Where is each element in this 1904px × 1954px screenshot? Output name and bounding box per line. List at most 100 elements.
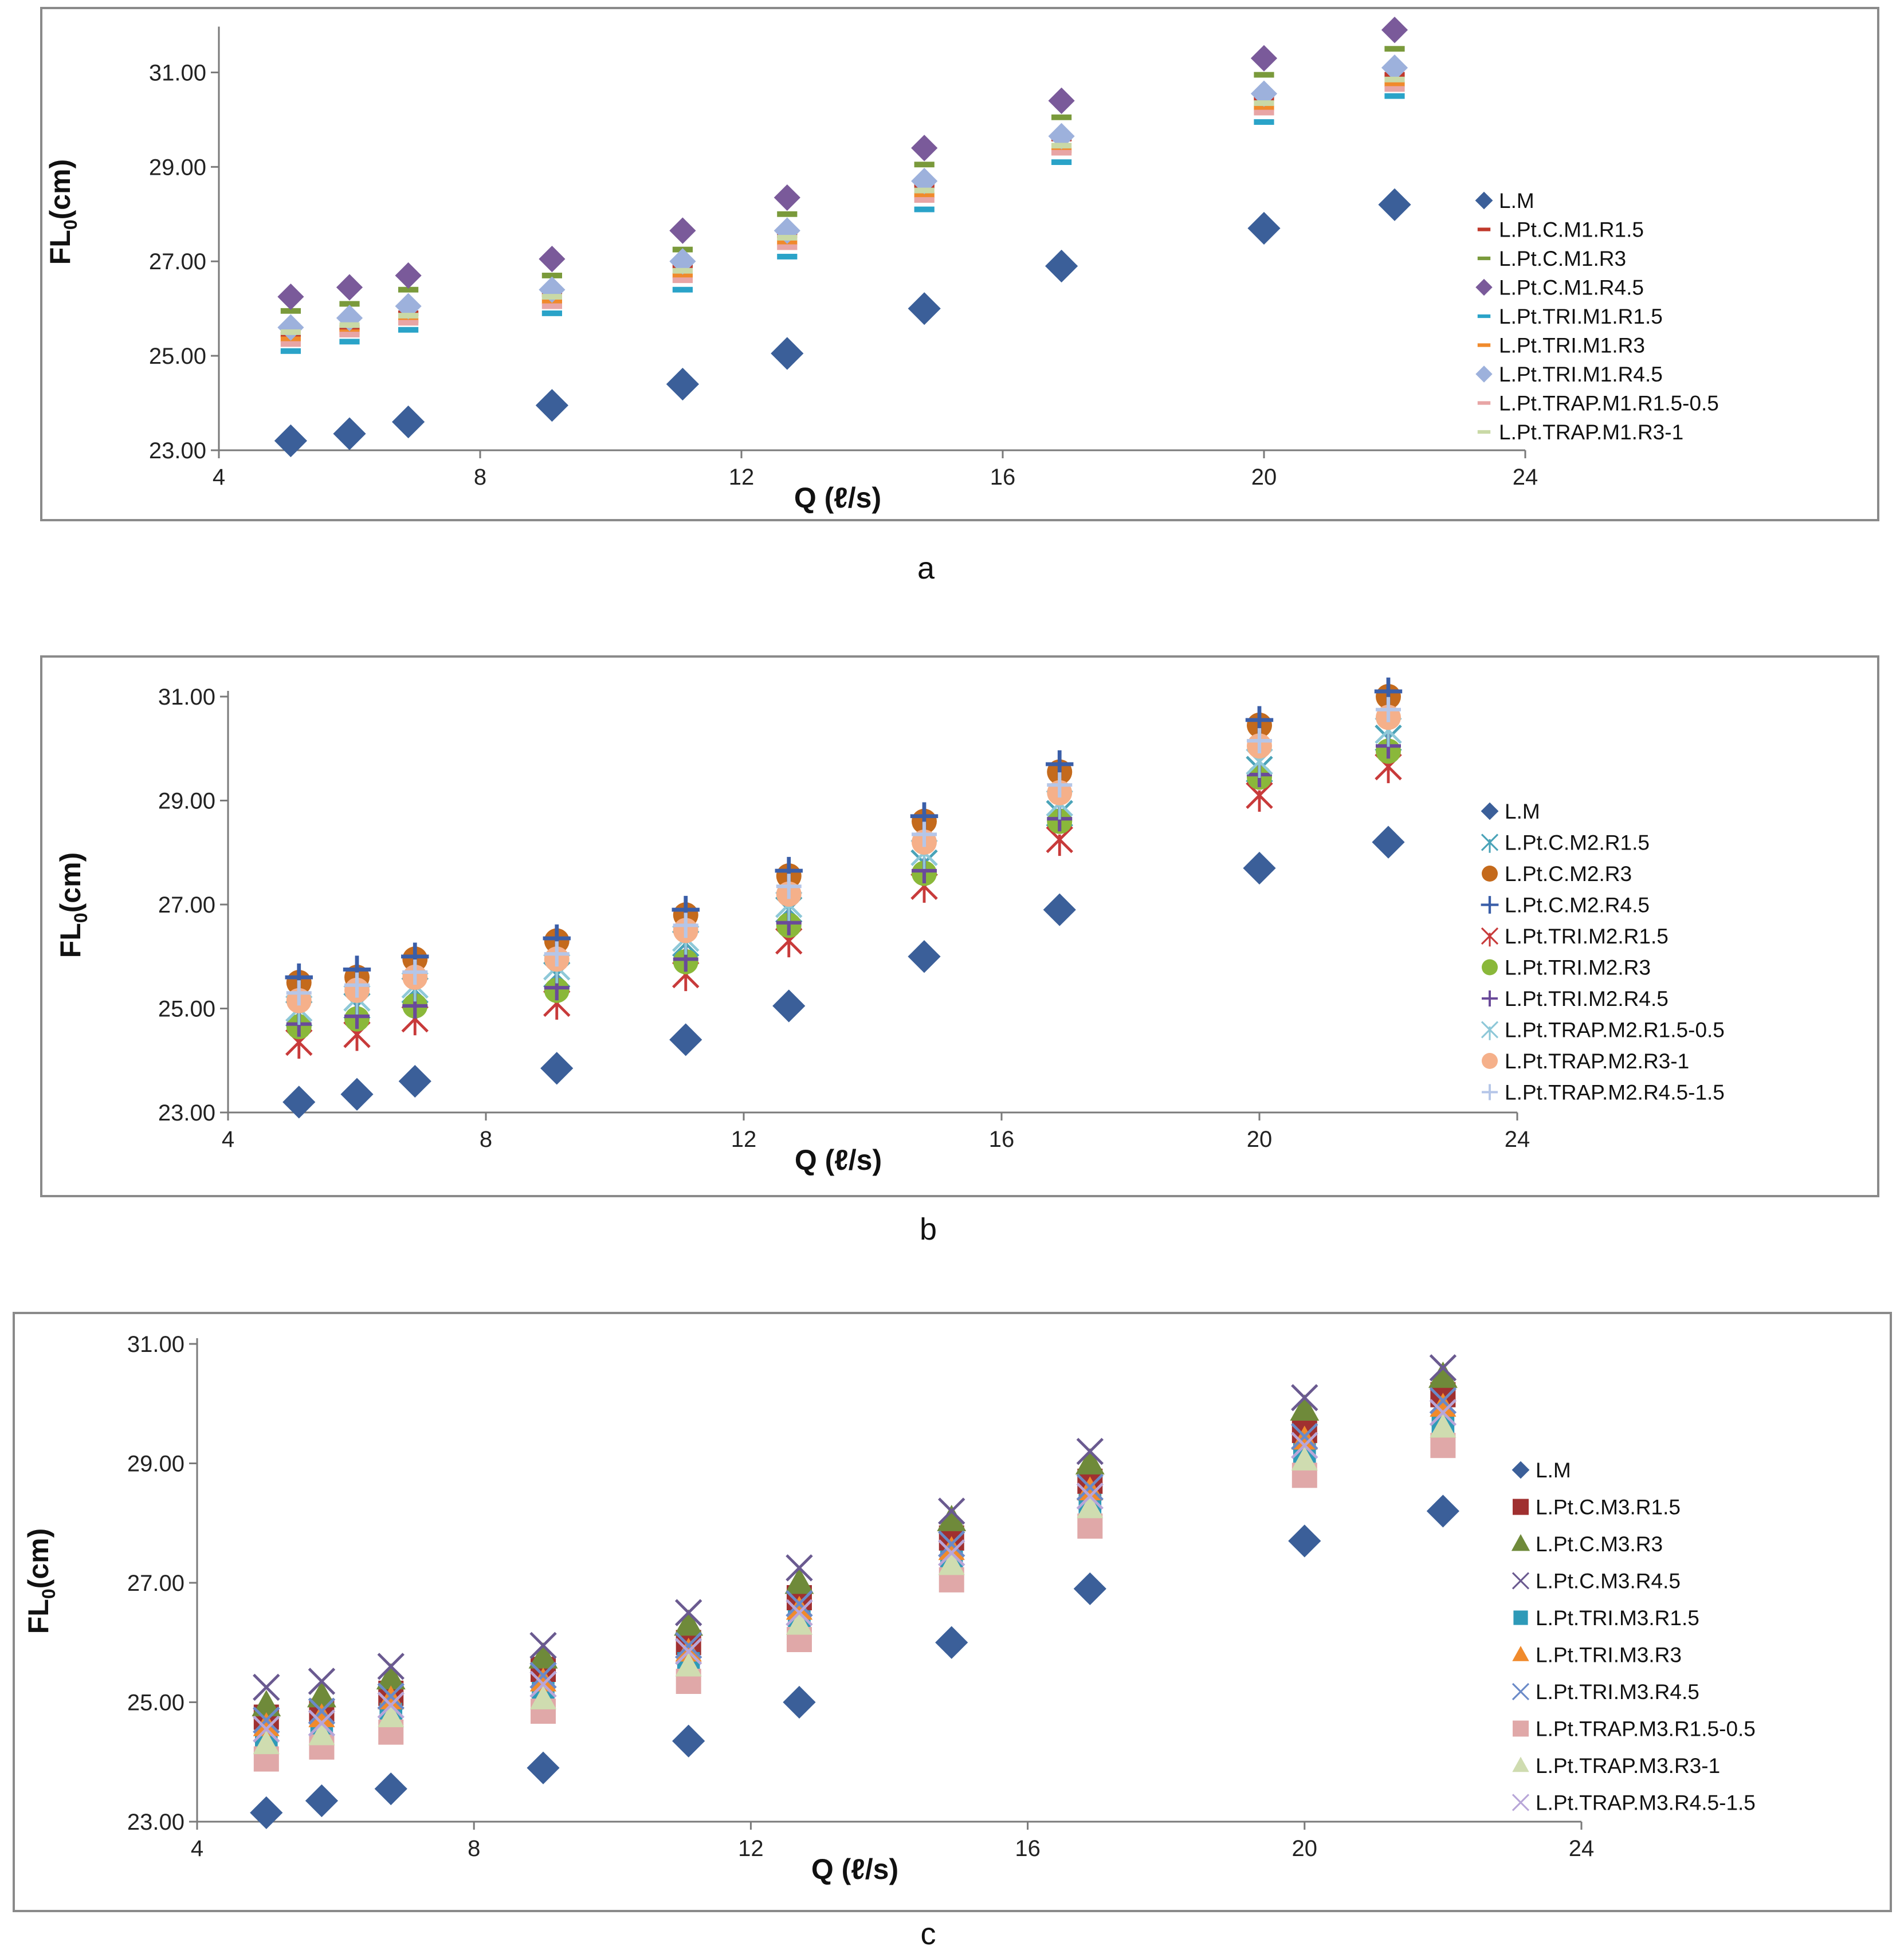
data-point <box>528 1642 558 1669</box>
x-tick-label: 4 <box>213 465 225 490</box>
x-tick-label: 20 <box>1247 1127 1273 1152</box>
data-point <box>1076 1483 1104 1510</box>
data-point <box>398 313 419 319</box>
x-tick-label: 8 <box>480 1127 492 1152</box>
data-point <box>1246 781 1273 812</box>
y-tick-label: 31.00 <box>149 60 206 85</box>
data-point <box>672 273 693 278</box>
data-point <box>1073 1572 1106 1606</box>
legend-marker <box>1512 1461 1530 1479</box>
data-point <box>672 286 693 293</box>
legend-label: L.Pt.TRAP.M3.R1.5-0.5 <box>1536 1717 1756 1741</box>
data-point <box>340 1078 374 1111</box>
data-point <box>395 262 422 289</box>
data-point <box>1384 81 1405 87</box>
data-point <box>1381 17 1408 44</box>
x-tick-label: 12 <box>729 465 755 490</box>
data-point <box>392 405 425 439</box>
legend-marker <box>1482 959 1498 976</box>
data-point <box>1051 150 1072 156</box>
data-point <box>1250 80 1278 107</box>
data-point <box>280 329 301 335</box>
data-point <box>377 1691 405 1719</box>
x-tick-label: 16 <box>1015 1836 1041 1861</box>
data-point <box>938 1551 965 1575</box>
data-point <box>1247 211 1281 245</box>
data-point <box>786 1590 813 1618</box>
data-point <box>777 254 798 260</box>
data-point <box>277 314 304 341</box>
data-point <box>1378 188 1411 221</box>
data-point <box>1046 825 1073 856</box>
data-point <box>1384 76 1405 82</box>
legend-marker <box>1482 990 1498 1007</box>
data-point <box>912 821 937 847</box>
data-point <box>250 1796 283 1829</box>
data-point <box>398 1064 431 1098</box>
data-point <box>914 197 935 203</box>
data-point <box>908 292 941 325</box>
data-point <box>402 959 428 985</box>
data-point <box>1291 1432 1318 1459</box>
legend-marker <box>1477 314 1491 319</box>
data-point <box>786 1610 813 1635</box>
data-point <box>777 211 798 217</box>
legend-label: L.Pt.C.M2.R1.5 <box>1505 831 1650 855</box>
chart-panel-c: 23.00 25.00 27.00 29.00 31.00 4 8 12 16 20 24 Q (ℓ/… <box>13 1312 1892 1951</box>
y-tick-label: 31.00 <box>127 1332 184 1357</box>
legend-marker <box>1513 1720 1529 1737</box>
legend-marker <box>1512 1794 1530 1811</box>
data-point <box>772 989 806 1023</box>
data-point <box>1429 1387 1457 1414</box>
data-point <box>544 941 570 967</box>
legend-label: L.Pt.TRAP.M1.R1.5-0.5 <box>1499 392 1719 415</box>
y-tick-label: 25.00 <box>158 997 215 1022</box>
legend-marker <box>1512 1682 1530 1701</box>
x-axis-label: Q (ℓ/s) <box>811 1853 898 1885</box>
legend-label: L.M <box>1499 189 1534 213</box>
data-point <box>308 1721 335 1745</box>
data-point <box>777 244 798 250</box>
data-point <box>308 1697 336 1725</box>
data-point <box>674 1631 702 1660</box>
data-point <box>1075 1448 1105 1475</box>
legend-label: L.Pt.TRAP.M2.R1.5-0.5 <box>1505 1019 1725 1042</box>
y-axis-label: FL0(cm) <box>54 852 91 958</box>
data-point <box>253 1730 280 1755</box>
data-point <box>336 274 363 301</box>
chart-panel-a: 23.00 25.00 27.00 29.00 31.00 4 8 12 16 20 24 Q (ℓ/… <box>40 7 1879 585</box>
data-point <box>666 367 699 401</box>
legend-label: L.Pt.TRAP.M1.R3-1 <box>1499 420 1683 444</box>
data-point <box>777 235 798 241</box>
legend-marker <box>1481 896 1499 914</box>
x-tick-label: 20 <box>1251 465 1277 490</box>
y-tick-label: 27.00 <box>158 893 215 918</box>
data-point <box>274 424 307 458</box>
data-point <box>1291 1384 1318 1412</box>
legend-label: L.Pt.TRI.M3.R4.5 <box>1536 1680 1699 1704</box>
data-points <box>274 17 1411 458</box>
data-point <box>308 1703 335 1728</box>
chart-caption: a <box>917 551 935 585</box>
data-point <box>339 332 360 337</box>
legend-label: L.Pt.C.M2.R3 <box>1505 862 1632 886</box>
data-point <box>1254 109 1274 116</box>
x-tick-label: 8 <box>468 1836 480 1861</box>
data-point <box>398 320 419 326</box>
data-point <box>540 1052 574 1085</box>
data-point <box>672 1724 705 1758</box>
data-points <box>282 677 1405 1119</box>
y-axis-label: FL0(cm) <box>22 1528 59 1634</box>
data-point <box>938 1536 965 1560</box>
data-point <box>339 322 360 328</box>
data-point <box>784 1567 814 1594</box>
data-point <box>938 1497 965 1525</box>
data-point <box>675 1652 702 1677</box>
legend-marker <box>1512 1572 1530 1590</box>
data-point <box>669 217 696 244</box>
data-point <box>374 1772 407 1806</box>
data-point <box>1077 1494 1104 1519</box>
data-point <box>774 184 800 211</box>
legend: L.M L.Pt.C.M1.R1.5 L.Pt.C.M1.R3 L.Pt.C.M1.R… <box>1475 189 1719 444</box>
legend-marker <box>1477 401 1491 405</box>
